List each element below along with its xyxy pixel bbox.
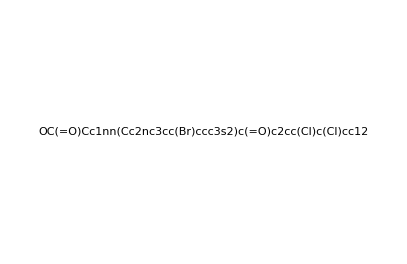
Text: OC(=O)Cc1nn(Cc2nc3cc(Br)ccc3s2)c(=O)c2cc(Cl)c(Cl)cc12: OC(=O)Cc1nn(Cc2nc3cc(Br)ccc3s2)c(=O)c2cc… xyxy=(38,127,369,137)
